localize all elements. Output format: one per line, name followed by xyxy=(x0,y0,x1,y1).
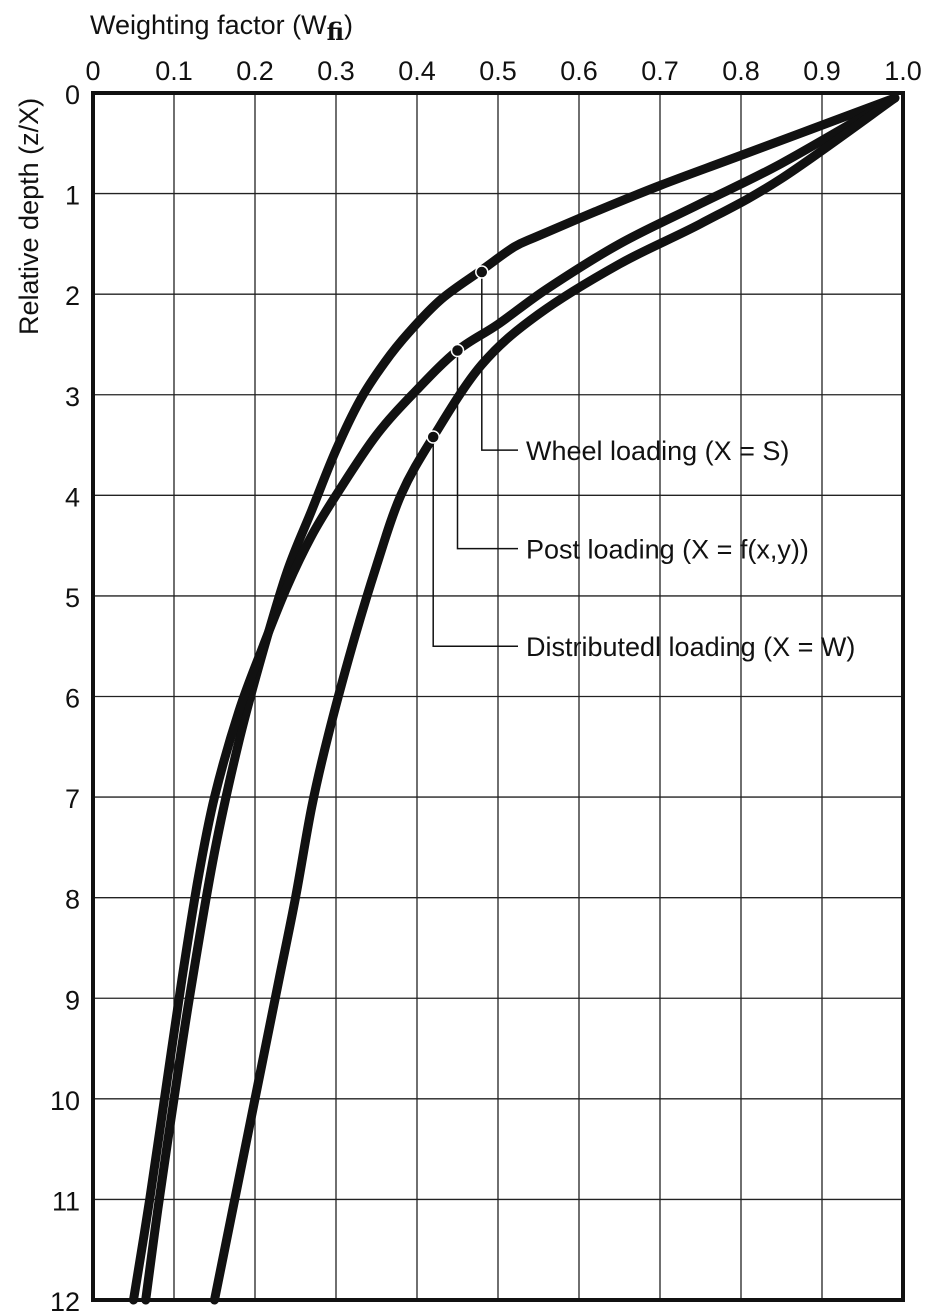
grid xyxy=(92,92,904,1301)
annotation-leader xyxy=(432,436,518,647)
y-tick-label: 0 xyxy=(65,80,80,110)
x-axis-title-subscript: fi xyxy=(327,17,344,46)
annotations: Wheel loading (X = S) Post loading (X = f… xyxy=(426,265,855,662)
x-axis-title-suffix: ) xyxy=(344,10,353,40)
y-tick-label: 9 xyxy=(65,985,80,1015)
x-tick-labels: 0 0.1 0.2 0.3 0.4 0.5 0.6 0.7 0.8 0.9 1.0 xyxy=(85,56,921,86)
x-axis-title: Weighting factor (Wfi) xyxy=(90,10,353,46)
annotation-leader xyxy=(481,272,518,451)
annotation-marker xyxy=(475,265,489,279)
annotation-label: Post loading (X = f(x,y)) xyxy=(526,535,809,565)
x-tick-label: 1.0 xyxy=(884,56,922,86)
annotation-marker xyxy=(450,343,465,358)
x-tick-label: 0.4 xyxy=(398,56,436,86)
annotation-marker xyxy=(426,430,440,444)
y-tick-label: 2 xyxy=(65,281,80,311)
x-tick-label: 0.2 xyxy=(236,56,274,86)
x-tick-label: 0.6 xyxy=(560,56,598,86)
x-tick-label: 0.9 xyxy=(803,56,841,86)
y-tick-label: 11 xyxy=(52,1186,80,1216)
y-tick-label: 4 xyxy=(65,482,80,512)
series-line-2 xyxy=(129,93,900,1305)
y-tick-label: 8 xyxy=(65,885,80,915)
y-axis-title: Relative depth (z/X) xyxy=(14,98,44,335)
x-tick-label: 0.8 xyxy=(722,56,760,86)
y-tick-label: 3 xyxy=(65,382,80,412)
series-line-3 xyxy=(210,93,900,1305)
series-line-1 xyxy=(141,93,900,1305)
x-tick-label: 0.1 xyxy=(155,56,193,86)
y-tick-label: 7 xyxy=(65,784,80,814)
x-tick-label: 0 xyxy=(85,56,100,86)
y-tick-label: 6 xyxy=(65,684,80,714)
x-axis-title-main: Weighting factor (W xyxy=(90,10,327,40)
y-tick-label: 10 xyxy=(50,1086,80,1116)
curves xyxy=(129,93,900,1305)
x-tick-label: 0.5 xyxy=(479,56,517,86)
y-tick-label: 12 xyxy=(50,1287,80,1316)
y-tick-label: 5 xyxy=(65,583,80,613)
annotation-label: Wheel loading (X = S) xyxy=(526,436,789,466)
x-tick-label: 0.3 xyxy=(317,56,355,86)
annotation-label: Distributedl loading (X = W) xyxy=(526,632,855,662)
y-tick-label: 1 xyxy=(65,181,80,211)
annotation-leader xyxy=(456,350,518,550)
x-tick-label: 0.7 xyxy=(641,56,679,86)
plot-frame xyxy=(91,91,905,1302)
